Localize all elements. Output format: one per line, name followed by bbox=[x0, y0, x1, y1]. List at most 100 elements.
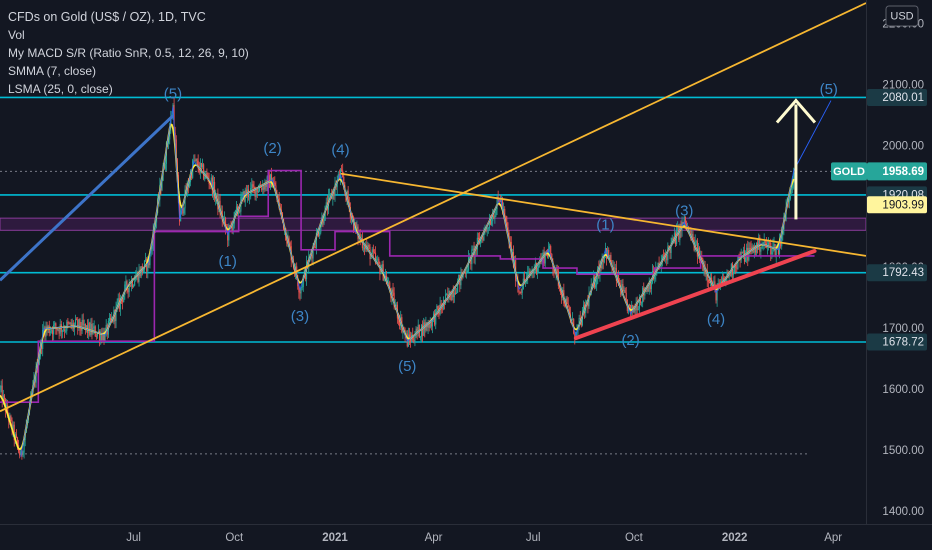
candle-body bbox=[662, 255, 665, 257]
candle-body bbox=[596, 279, 598, 286]
candle-body bbox=[204, 177, 206, 179]
candle-body bbox=[194, 160, 196, 162]
candle-body bbox=[319, 232, 321, 236]
candle-body bbox=[455, 292, 458, 294]
candle-body bbox=[131, 280, 134, 287]
candle-body bbox=[147, 258, 149, 272]
candle-body bbox=[314, 247, 316, 249]
wave-label: (5) bbox=[164, 85, 182, 102]
candle-body bbox=[89, 322, 91, 335]
candle-body bbox=[61, 330, 63, 332]
candle-body bbox=[431, 317, 434, 327]
candle-body bbox=[683, 216, 685, 225]
candle-body bbox=[432, 313, 435, 318]
candle-body bbox=[547, 248, 550, 257]
projection-arrow-head bbox=[775, 98, 817, 124]
candle-body bbox=[258, 186, 261, 191]
candle-body bbox=[519, 291, 521, 293]
candle-body bbox=[567, 303, 569, 308]
candle-body bbox=[381, 264, 383, 272]
candle-body bbox=[81, 319, 83, 331]
candle-body bbox=[128, 285, 130, 293]
candle-body bbox=[493, 215, 495, 219]
candle-body bbox=[566, 298, 568, 304]
candle-body bbox=[668, 246, 670, 249]
candle-body bbox=[667, 246, 669, 261]
candle-body bbox=[376, 259, 378, 261]
candle-body bbox=[578, 317, 580, 325]
candle-body bbox=[422, 324, 424, 336]
candle-body bbox=[773, 244, 775, 246]
candle-body bbox=[11, 420, 13, 432]
x-tick-label: 2021 bbox=[322, 532, 348, 544]
candle-body bbox=[435, 309, 437, 325]
candle-body bbox=[393, 292, 395, 307]
candle-body bbox=[197, 160, 199, 169]
candle-body bbox=[71, 323, 73, 327]
candle-body bbox=[249, 196, 251, 198]
candle-body bbox=[114, 310, 116, 322]
candle-body bbox=[466, 270, 469, 273]
candle-body bbox=[516, 280, 518, 282]
candle-body bbox=[638, 299, 640, 309]
currency-badge-label: USD bbox=[890, 10, 913, 22]
candle-body bbox=[0, 387, 1, 390]
candle-body bbox=[57, 329, 59, 331]
candle-body bbox=[391, 289, 393, 298]
x-tick-label: Apr bbox=[425, 532, 443, 544]
candle-body bbox=[713, 281, 715, 286]
candle-body bbox=[323, 220, 325, 224]
candle-body bbox=[777, 247, 779, 255]
candle-body bbox=[223, 217, 225, 219]
candle-body bbox=[523, 278, 525, 282]
smma-line bbox=[0, 169, 815, 403]
candle-body bbox=[690, 230, 692, 239]
candle-body bbox=[428, 322, 430, 328]
candle-body bbox=[238, 210, 240, 214]
candle-body bbox=[684, 216, 686, 225]
candle-body bbox=[298, 286, 300, 293]
candle-body bbox=[143, 260, 146, 270]
candle-body bbox=[347, 190, 349, 203]
candle-body bbox=[399, 318, 401, 326]
candle-body bbox=[673, 233, 675, 241]
candle-body bbox=[533, 270, 535, 272]
candle-body bbox=[735, 265, 737, 268]
candle-body bbox=[507, 227, 509, 233]
candle-body bbox=[546, 254, 548, 257]
candle-body bbox=[286, 240, 288, 244]
candle-body bbox=[145, 258, 147, 261]
candle-body bbox=[2, 395, 4, 403]
candle-body bbox=[764, 240, 766, 244]
candle-body bbox=[608, 249, 610, 260]
candle-body bbox=[574, 333, 576, 338]
candle-body bbox=[289, 242, 291, 247]
candle-body bbox=[183, 208, 185, 214]
candle-body bbox=[56, 328, 58, 331]
candle-body bbox=[231, 225, 233, 231]
candle-body bbox=[67, 321, 69, 324]
candle-body bbox=[214, 181, 216, 199]
candle-body bbox=[482, 237, 484, 241]
candle-body bbox=[595, 285, 597, 288]
candle-body bbox=[318, 231, 320, 236]
candle-body bbox=[368, 245, 370, 247]
candle-body bbox=[561, 293, 563, 298]
candle-body bbox=[13, 424, 15, 441]
candle-body bbox=[691, 233, 693, 239]
candle-body bbox=[334, 183, 336, 196]
y-tick-label: 1500.00 bbox=[882, 445, 924, 457]
candle-body bbox=[209, 183, 211, 185]
candle-body bbox=[378, 258, 380, 264]
candle-body bbox=[252, 184, 254, 187]
candle-body bbox=[438, 310, 440, 315]
candle-body bbox=[410, 338, 412, 342]
candle-body bbox=[616, 273, 619, 281]
candle-body bbox=[791, 188, 793, 190]
candle-body bbox=[793, 172, 795, 183]
candle-body bbox=[420, 324, 423, 337]
candle-body bbox=[599, 266, 601, 276]
candle-body bbox=[761, 245, 763, 249]
candle-body bbox=[397, 318, 400, 320]
